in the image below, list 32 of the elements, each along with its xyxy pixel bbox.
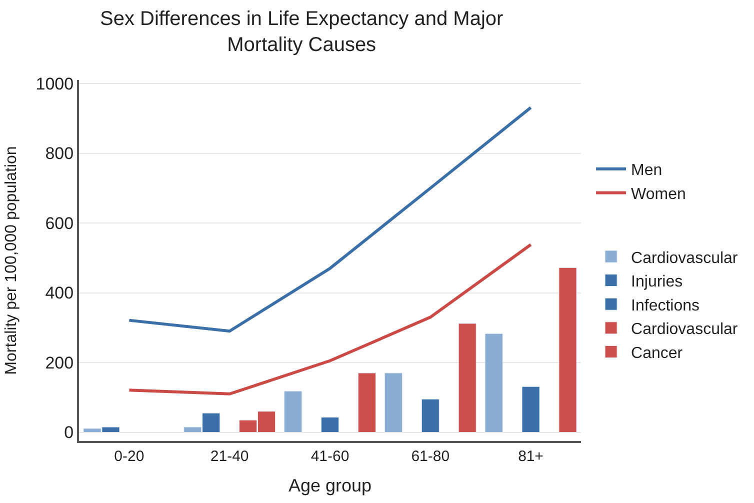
y-tick-label: 1000	[36, 74, 74, 94]
bar	[522, 386, 540, 433]
y-axis-title: Mortality per 100,000 population	[3, 146, 20, 375]
y-tick-label: 0	[64, 423, 74, 442]
line-series	[128, 106, 532, 333]
legend-label: Men	[631, 162, 662, 180]
legend-label: Injuries	[631, 274, 683, 291]
x-tick-label: 81+	[518, 448, 544, 465]
y-tick-label: 200	[45, 353, 74, 372]
bar	[558, 267, 577, 433]
bar	[320, 417, 340, 433]
y-tick-label: 800	[45, 144, 74, 164]
x-tick-label: 41-60	[310, 448, 350, 465]
bar	[484, 333, 503, 433]
y-tick-label: 400	[45, 284, 74, 303]
bar	[384, 372, 402, 433]
bar	[421, 398, 440, 433]
chart-title: Sex Differences in Life Expectancy and Major Mortality Causes	[100, 8, 504, 56]
x-tick-label: 61-80	[411, 448, 450, 465]
x-tick-label: 21-40	[210, 448, 249, 465]
legend-label: Cancer	[631, 344, 684, 362]
x-tick-label: 0-20	[114, 448, 144, 465]
legend-label: Cardiovascular	[631, 321, 738, 338]
legend-label: Cardiovascular	[631, 250, 738, 267]
legend-label: Women	[631, 186, 686, 203]
legend-label: Infections	[631, 297, 700, 314]
bar	[284, 390, 302, 433]
bar	[358, 372, 376, 433]
x-axis-title: Age group	[288, 476, 372, 496]
line-series	[128, 243, 532, 396]
y-tick-label: 600	[45, 214, 74, 233]
bar	[458, 323, 476, 433]
